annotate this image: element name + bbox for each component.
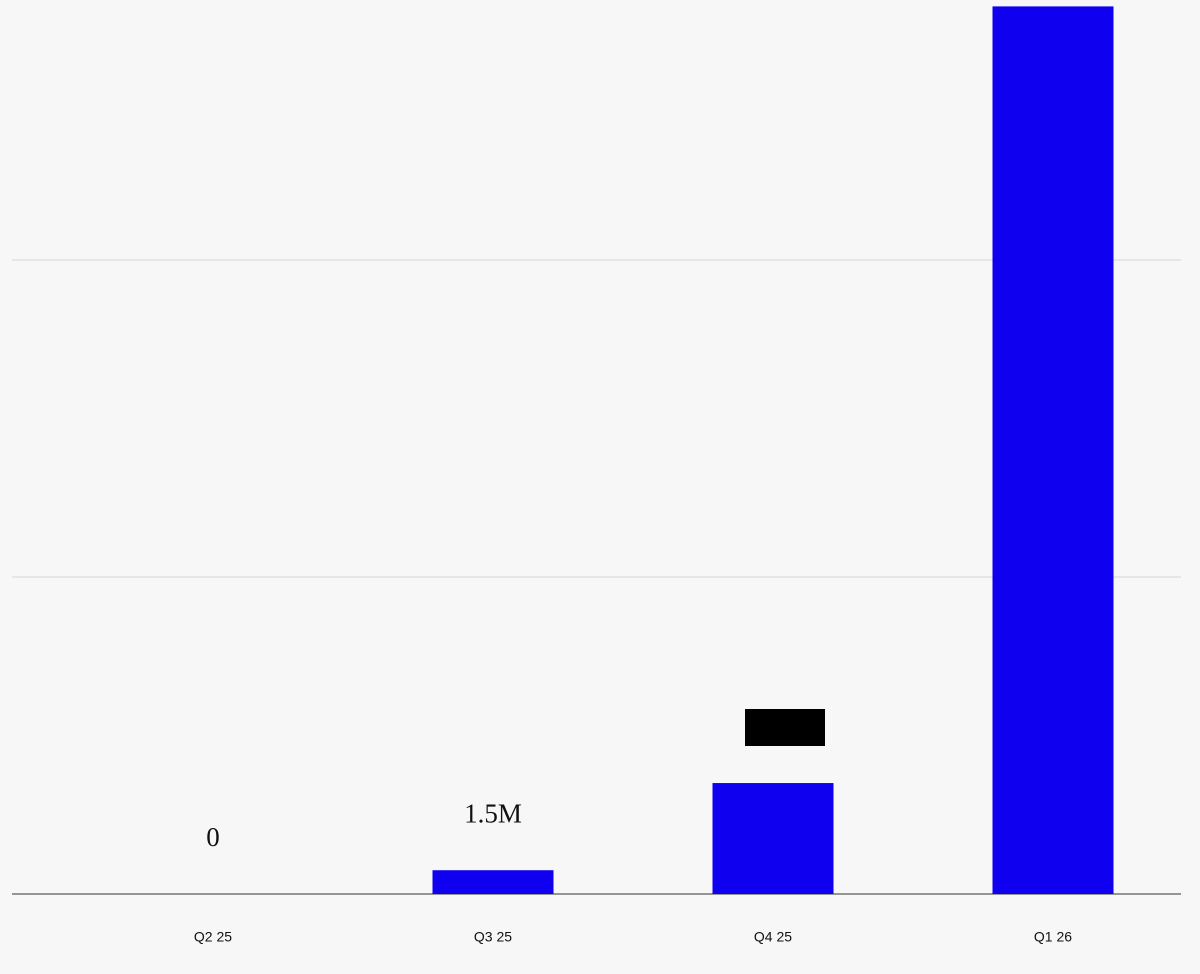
value-label: 0 — [206, 822, 220, 852]
x-tick-label: Q1 26 — [1034, 929, 1072, 945]
bar — [432, 870, 554, 894]
redaction — [745, 709, 825, 746]
value-label: 1.5M — [464, 798, 522, 828]
x-tick-label: Q4 25 — [754, 929, 792, 945]
x-tick-label: Q2 25 — [194, 929, 232, 945]
bar — [712, 783, 834, 894]
x-tick-label: Q3 25 — [474, 929, 512, 945]
bar — [992, 6, 1114, 894]
